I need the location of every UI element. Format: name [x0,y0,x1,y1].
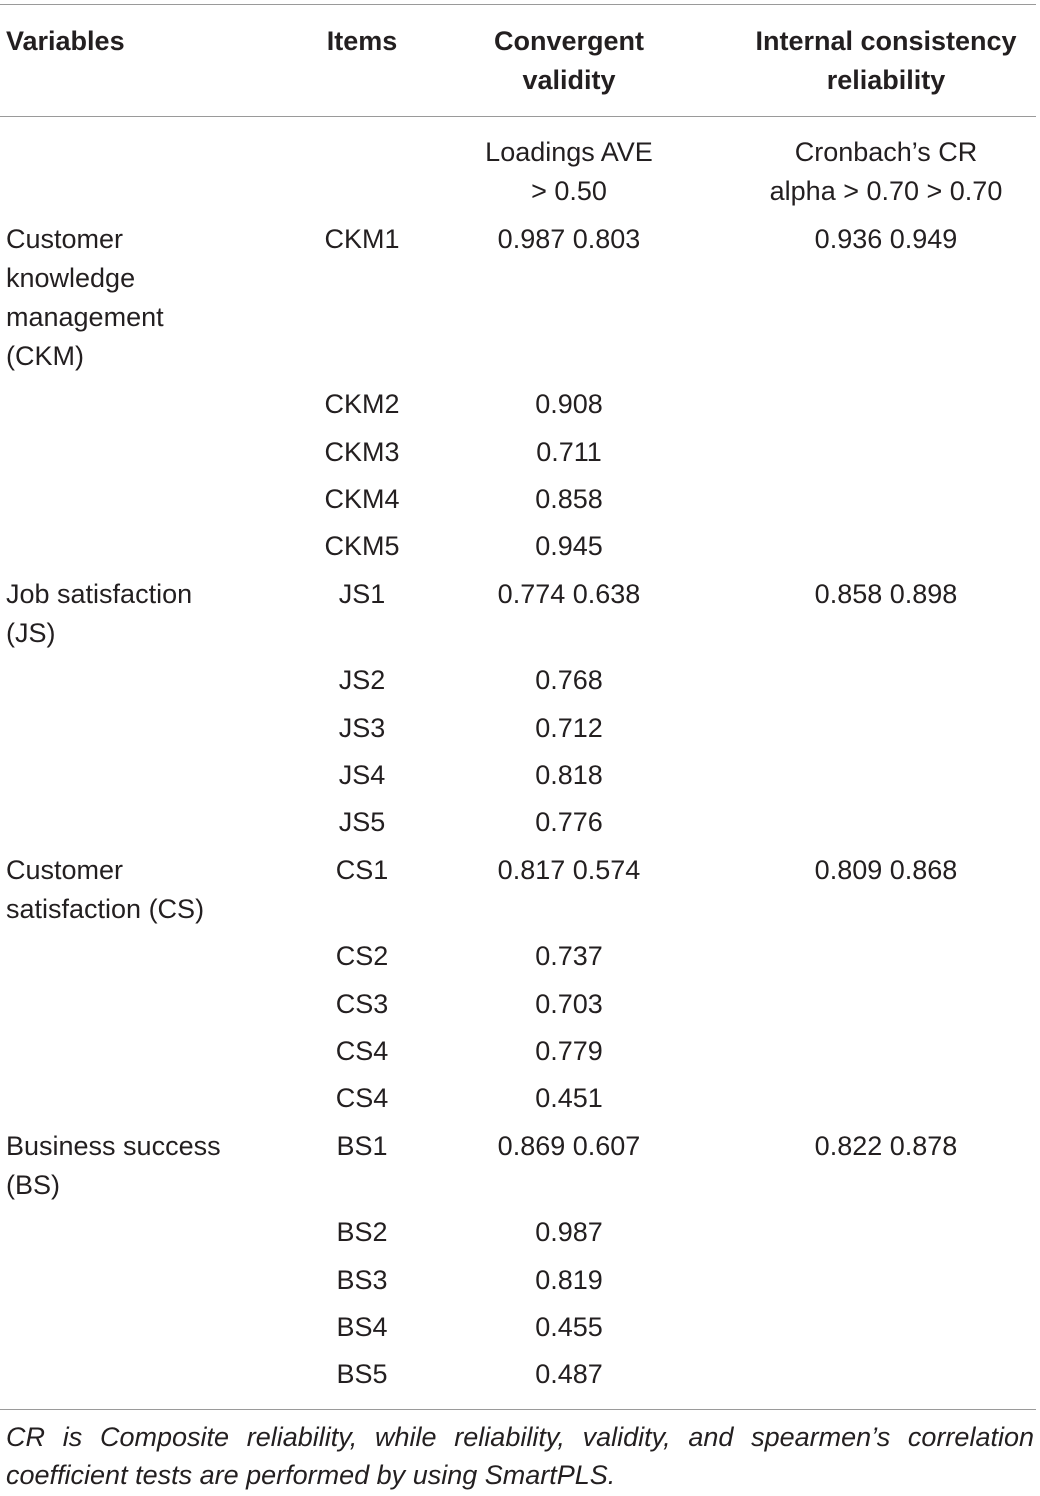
convergent-value: 0.774 0.638 [497,579,641,609]
convergent-value: 0.869 0.607 [497,1131,641,1161]
item-code: JS4 [338,760,386,790]
header-variables: Variables [6,26,125,56]
item-code: BS5 [336,1359,388,1389]
variable-label-line: Business success [6,1131,221,1161]
item-code: CKM5 [324,531,400,561]
item-code: BS1 [336,1131,388,1161]
variable-label-line: (BS) [6,1170,60,1200]
convergent-value: 0.711 [536,437,602,467]
variable-label-line: management [6,302,164,332]
header-items: Items [326,26,398,56]
subheader-alpha-cr-threshold: alpha > 0.70 > 0.70 [769,176,1003,206]
variable-label-line: knowledge [6,263,136,293]
subheader-loadings-ave: Loadings AVE [485,137,653,167]
item-code: CS1 [335,855,389,885]
table-bottom-rule [0,1409,1036,1410]
convergent-value: 0.987 0.803 [497,224,641,254]
header-internal-consistency-line1: Internal consistency [755,26,1017,56]
item-code: CS4 [335,1036,389,1066]
item-code: JS3 [338,713,386,743]
table-top-rule [0,4,1036,5]
item-code: CS2 [335,941,389,971]
convergent-value: 0.818 [535,760,603,790]
convergent-value: 0.776 [535,807,603,837]
convergent-value: 0.987 [535,1217,603,1247]
header-bottom-rule [0,116,1036,117]
convergent-value: 0.487 [535,1359,603,1389]
header-convergent-validity-line1: Convergent [493,26,645,56]
variable-label-line: (JS) [6,618,56,648]
convergent-value: 0.768 [535,665,603,695]
item-code: BS3 [336,1265,388,1295]
variable-label-line: Customer [6,855,124,885]
convergent-value: 0.817 0.574 [497,855,641,885]
convergent-value: 0.455 [535,1312,603,1342]
variable-label-line: Customer [6,224,124,254]
convergent-value: 0.703 [535,989,603,1019]
item-code: JS5 [338,807,386,837]
convergent-value: 0.451 [535,1083,603,1113]
internal-consistency-value: 0.858 0.898 [814,579,958,609]
item-code: JS1 [338,579,386,609]
variable-label-line: (CKM) [6,341,84,371]
convergent-value: 0.908 [535,389,603,419]
variable-label-line: Job satisfaction [6,579,193,609]
item-code: CKM3 [324,437,400,467]
convergent-value: 0.712 [535,713,603,743]
subheader-ave-threshold: > 0.50 [531,176,607,206]
internal-consistency-value: 0.936 0.949 [814,224,958,254]
convergent-value: 0.945 [535,531,603,561]
convergent-value: 0.779 [535,1036,603,1066]
item-code: CKM2 [324,389,400,419]
internal-consistency-value: 0.809 0.868 [814,855,958,885]
item-code: CS4 [335,1083,389,1113]
convergent-value: 0.737 [535,941,603,971]
item-code: JS2 [338,665,386,695]
item-code: CKM1 [324,224,400,254]
subheader-cronbach-cr: Cronbach’s CR [794,137,978,167]
header-internal-consistency-line2: reliability [826,65,946,95]
internal-consistency-value: 0.822 0.878 [814,1131,958,1161]
header-convergent-validity-line2: validity [522,65,616,95]
item-code: BS2 [336,1217,388,1247]
item-code: CS3 [335,989,389,1019]
item-code: CKM4 [324,484,400,514]
table-footnote: CR is Composite reliability, while relia… [6,1422,1034,1490]
convergent-value: 0.858 [535,484,603,514]
convergent-value: 0.819 [535,1265,603,1295]
variable-label-line: satisfaction (CS) [6,894,205,924]
item-code: BS4 [336,1312,388,1342]
